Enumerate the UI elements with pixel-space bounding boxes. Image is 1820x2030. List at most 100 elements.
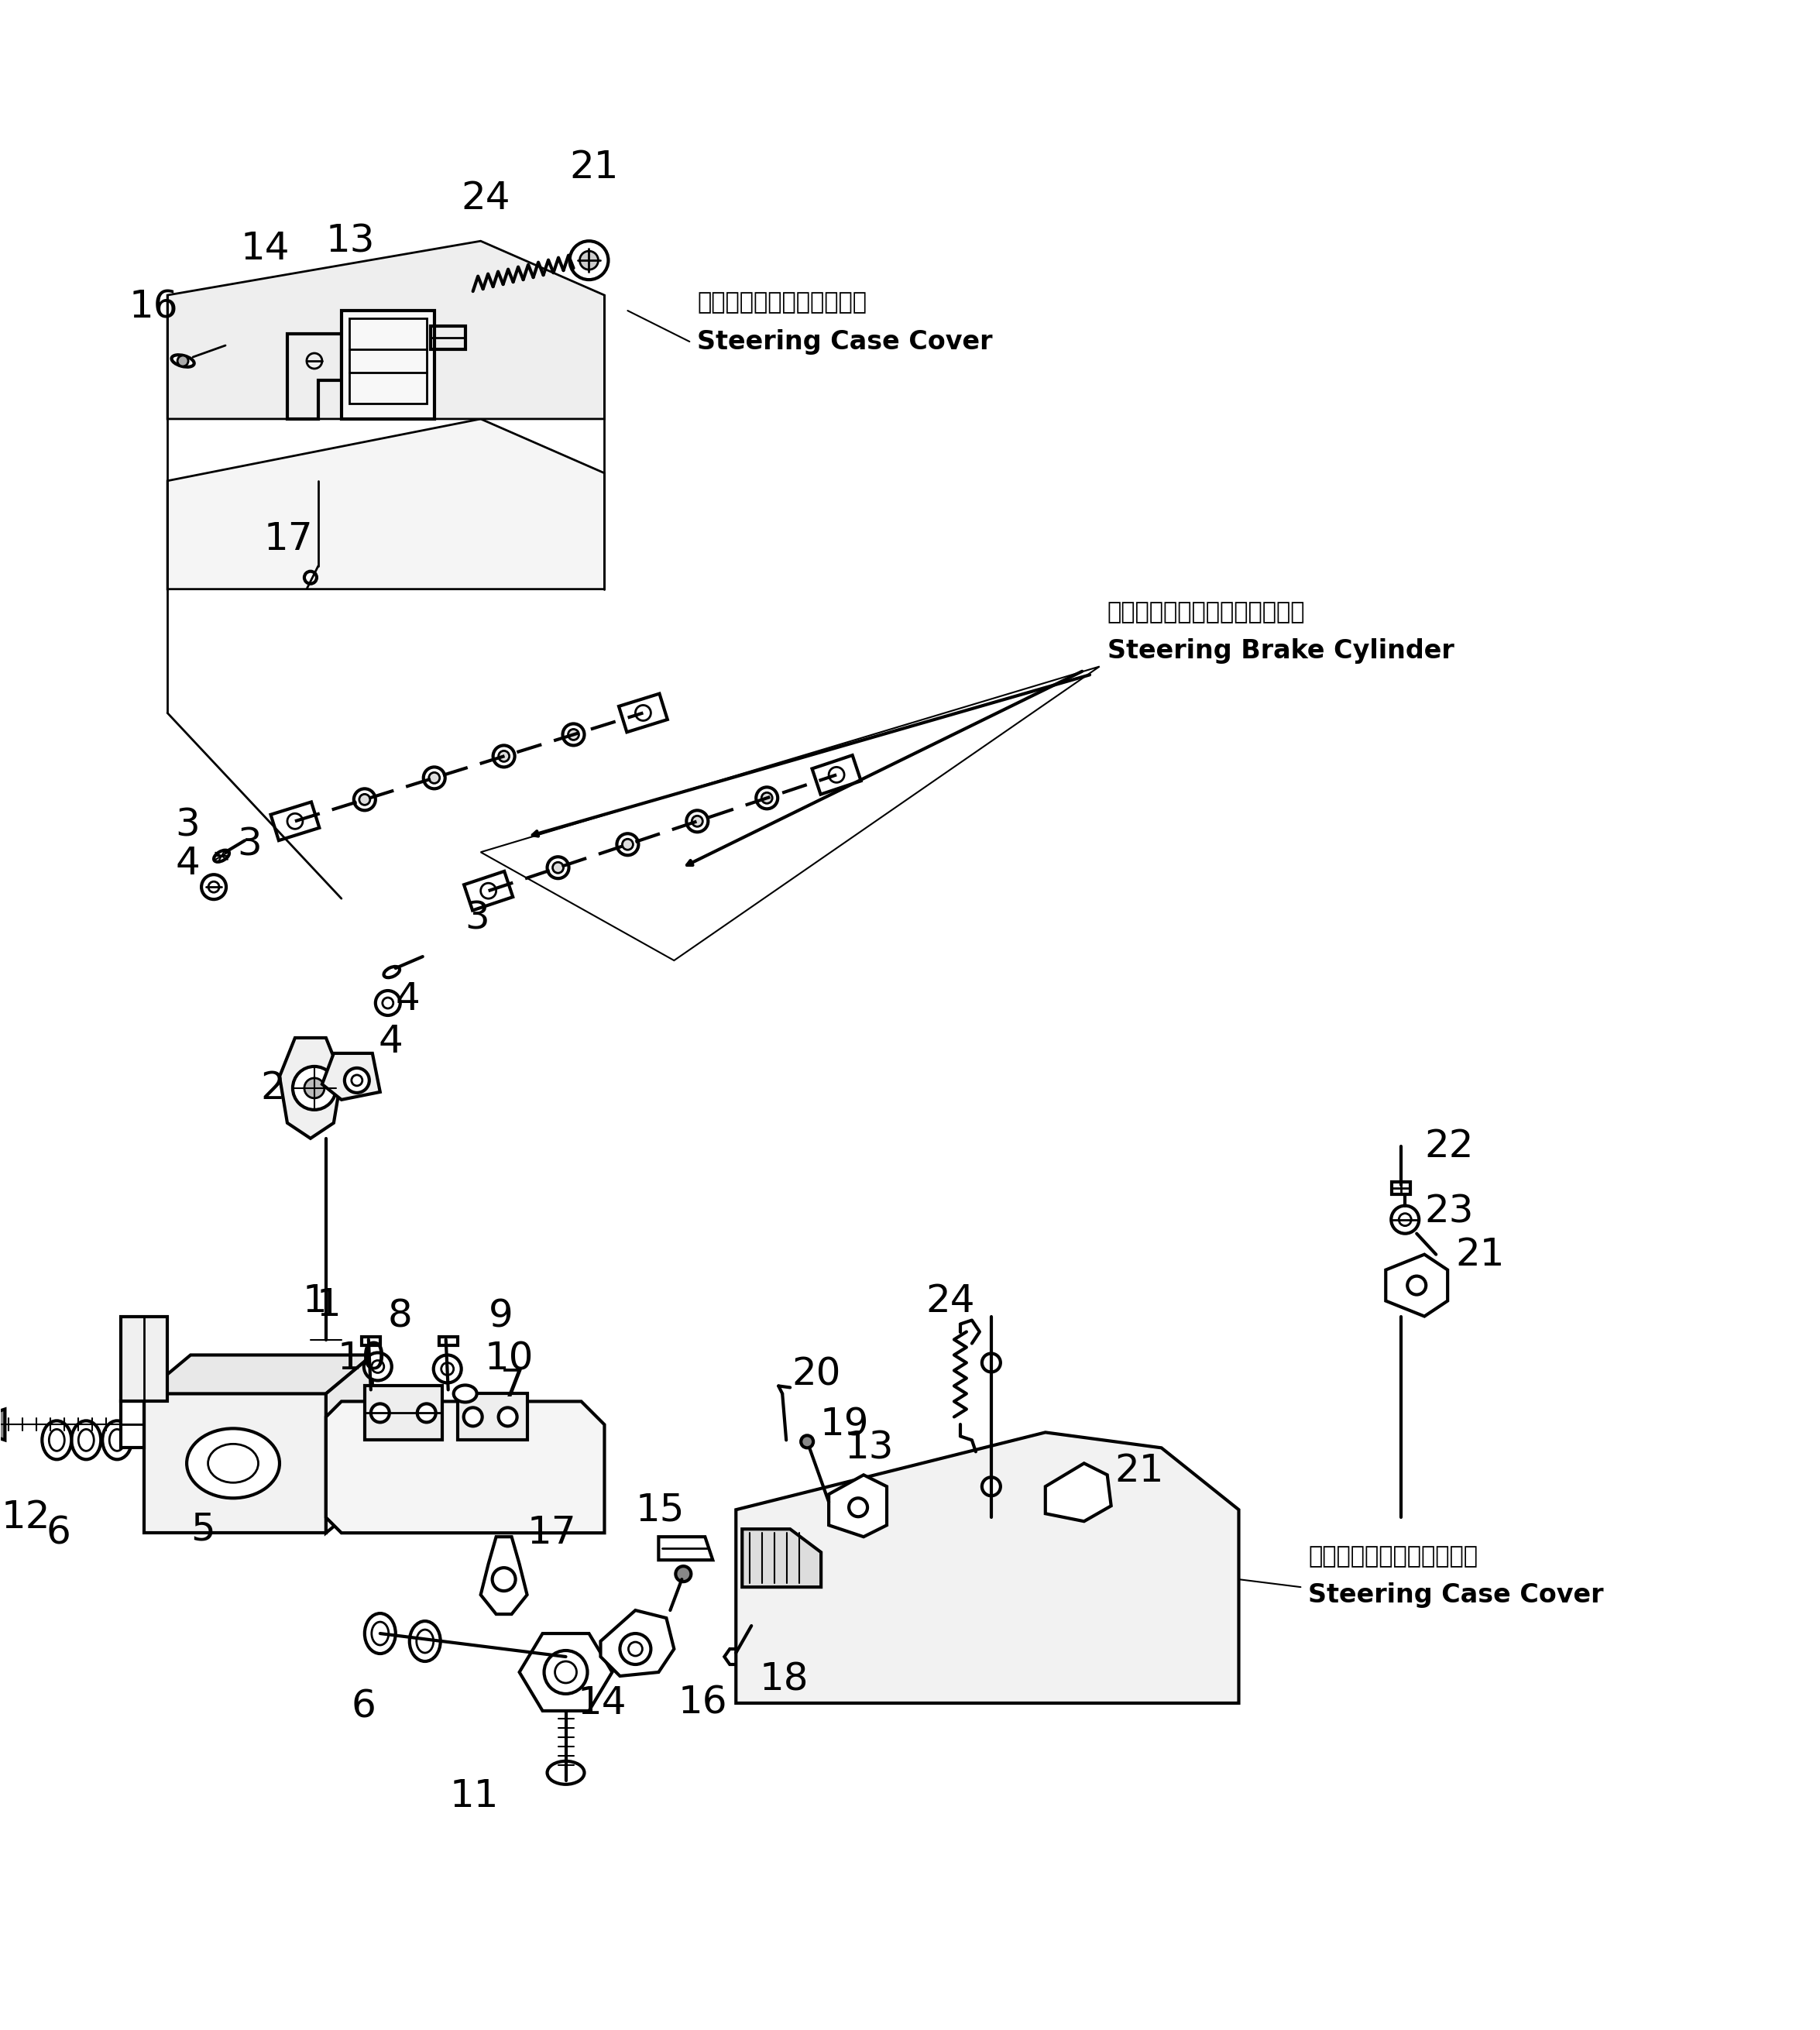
Polygon shape xyxy=(167,418,604,589)
Circle shape xyxy=(359,794,369,806)
Text: 4: 4 xyxy=(379,1023,404,1060)
Polygon shape xyxy=(659,1537,713,1559)
Circle shape xyxy=(828,767,844,782)
Circle shape xyxy=(480,883,497,899)
Ellipse shape xyxy=(384,966,400,978)
Polygon shape xyxy=(601,1610,673,1677)
Polygon shape xyxy=(735,1433,1239,1703)
Circle shape xyxy=(1407,1277,1425,1295)
Polygon shape xyxy=(322,1054,380,1100)
Text: 3: 3 xyxy=(466,899,490,936)
Polygon shape xyxy=(812,755,861,794)
Circle shape xyxy=(293,1066,337,1110)
Circle shape xyxy=(433,1354,460,1382)
Circle shape xyxy=(375,991,400,1015)
Circle shape xyxy=(983,1354,1001,1372)
Circle shape xyxy=(364,1352,391,1380)
Circle shape xyxy=(761,792,772,804)
Polygon shape xyxy=(120,1401,144,1447)
Circle shape xyxy=(491,1567,515,1592)
Polygon shape xyxy=(144,1395,326,1533)
Text: 22: 22 xyxy=(1425,1127,1474,1165)
Circle shape xyxy=(499,751,510,761)
Polygon shape xyxy=(724,1648,748,1665)
Polygon shape xyxy=(1392,1181,1410,1194)
Ellipse shape xyxy=(171,355,195,367)
Circle shape xyxy=(417,1403,435,1423)
Text: 17: 17 xyxy=(528,1514,577,1551)
Text: 16: 16 xyxy=(129,288,178,325)
Text: 18: 18 xyxy=(759,1661,808,1699)
Text: Steering Case Cover: Steering Case Cover xyxy=(1309,1581,1603,1608)
Text: 16: 16 xyxy=(677,1685,728,1721)
Text: 15: 15 xyxy=(635,1492,684,1529)
Circle shape xyxy=(424,767,446,790)
Circle shape xyxy=(177,355,187,365)
Text: 21: 21 xyxy=(1116,1451,1165,1490)
Text: 23: 23 xyxy=(1425,1194,1474,1230)
Polygon shape xyxy=(1045,1464,1112,1520)
Circle shape xyxy=(464,1407,482,1427)
Circle shape xyxy=(288,814,302,828)
Text: 21: 21 xyxy=(570,148,619,187)
Text: ステアリングケースカバー: ステアリングケースカバー xyxy=(1309,1545,1478,1567)
Polygon shape xyxy=(439,1336,457,1346)
Text: 2: 2 xyxy=(260,1070,284,1106)
Circle shape xyxy=(304,1078,324,1098)
Polygon shape xyxy=(271,802,318,840)
Circle shape xyxy=(692,816,703,826)
Circle shape xyxy=(304,570,317,585)
Circle shape xyxy=(562,725,584,745)
Text: 17: 17 xyxy=(264,520,313,558)
Text: 13: 13 xyxy=(844,1429,894,1466)
Text: ステアリングブレーキシリンダ: ステアリングブレーキシリンダ xyxy=(1107,601,1305,623)
Text: 3: 3 xyxy=(175,806,200,844)
Polygon shape xyxy=(828,1476,886,1537)
Polygon shape xyxy=(326,1354,373,1533)
Circle shape xyxy=(983,1478,1001,1496)
Text: Steering Brake Cylinder: Steering Brake Cylinder xyxy=(1107,637,1454,664)
Polygon shape xyxy=(364,1386,442,1439)
Ellipse shape xyxy=(187,1429,280,1498)
Circle shape xyxy=(675,1567,692,1581)
Circle shape xyxy=(617,834,639,855)
Circle shape xyxy=(548,857,570,879)
Polygon shape xyxy=(464,871,513,909)
Text: 14: 14 xyxy=(577,1685,626,1721)
Text: 13: 13 xyxy=(326,223,375,260)
Circle shape xyxy=(371,1403,389,1423)
Polygon shape xyxy=(167,242,604,418)
Polygon shape xyxy=(1385,1255,1447,1315)
Circle shape xyxy=(493,745,515,767)
Polygon shape xyxy=(326,1401,604,1533)
Text: 7: 7 xyxy=(500,1368,524,1405)
Polygon shape xyxy=(0,1409,5,1439)
Text: 6: 6 xyxy=(351,1689,377,1726)
Polygon shape xyxy=(362,1336,380,1346)
Circle shape xyxy=(499,1407,517,1427)
Ellipse shape xyxy=(213,851,229,863)
Text: 12: 12 xyxy=(2,1498,51,1537)
Text: 1: 1 xyxy=(317,1287,342,1324)
Circle shape xyxy=(635,704,652,721)
Polygon shape xyxy=(519,1634,612,1711)
Text: 14: 14 xyxy=(240,229,289,268)
Circle shape xyxy=(686,810,708,832)
Polygon shape xyxy=(480,1537,528,1614)
Polygon shape xyxy=(743,1529,821,1587)
Circle shape xyxy=(581,252,599,270)
Circle shape xyxy=(202,875,226,899)
Circle shape xyxy=(622,838,633,851)
Circle shape xyxy=(1390,1206,1420,1234)
Circle shape xyxy=(430,773,440,784)
Text: 8: 8 xyxy=(388,1297,413,1336)
Circle shape xyxy=(570,242,608,280)
Circle shape xyxy=(801,1435,814,1447)
Circle shape xyxy=(344,1068,369,1092)
Text: 3: 3 xyxy=(237,826,262,863)
Circle shape xyxy=(353,790,375,810)
Polygon shape xyxy=(144,1354,373,1395)
Polygon shape xyxy=(120,1315,167,1401)
Text: 10: 10 xyxy=(484,1340,533,1378)
Text: 20: 20 xyxy=(792,1356,841,1393)
